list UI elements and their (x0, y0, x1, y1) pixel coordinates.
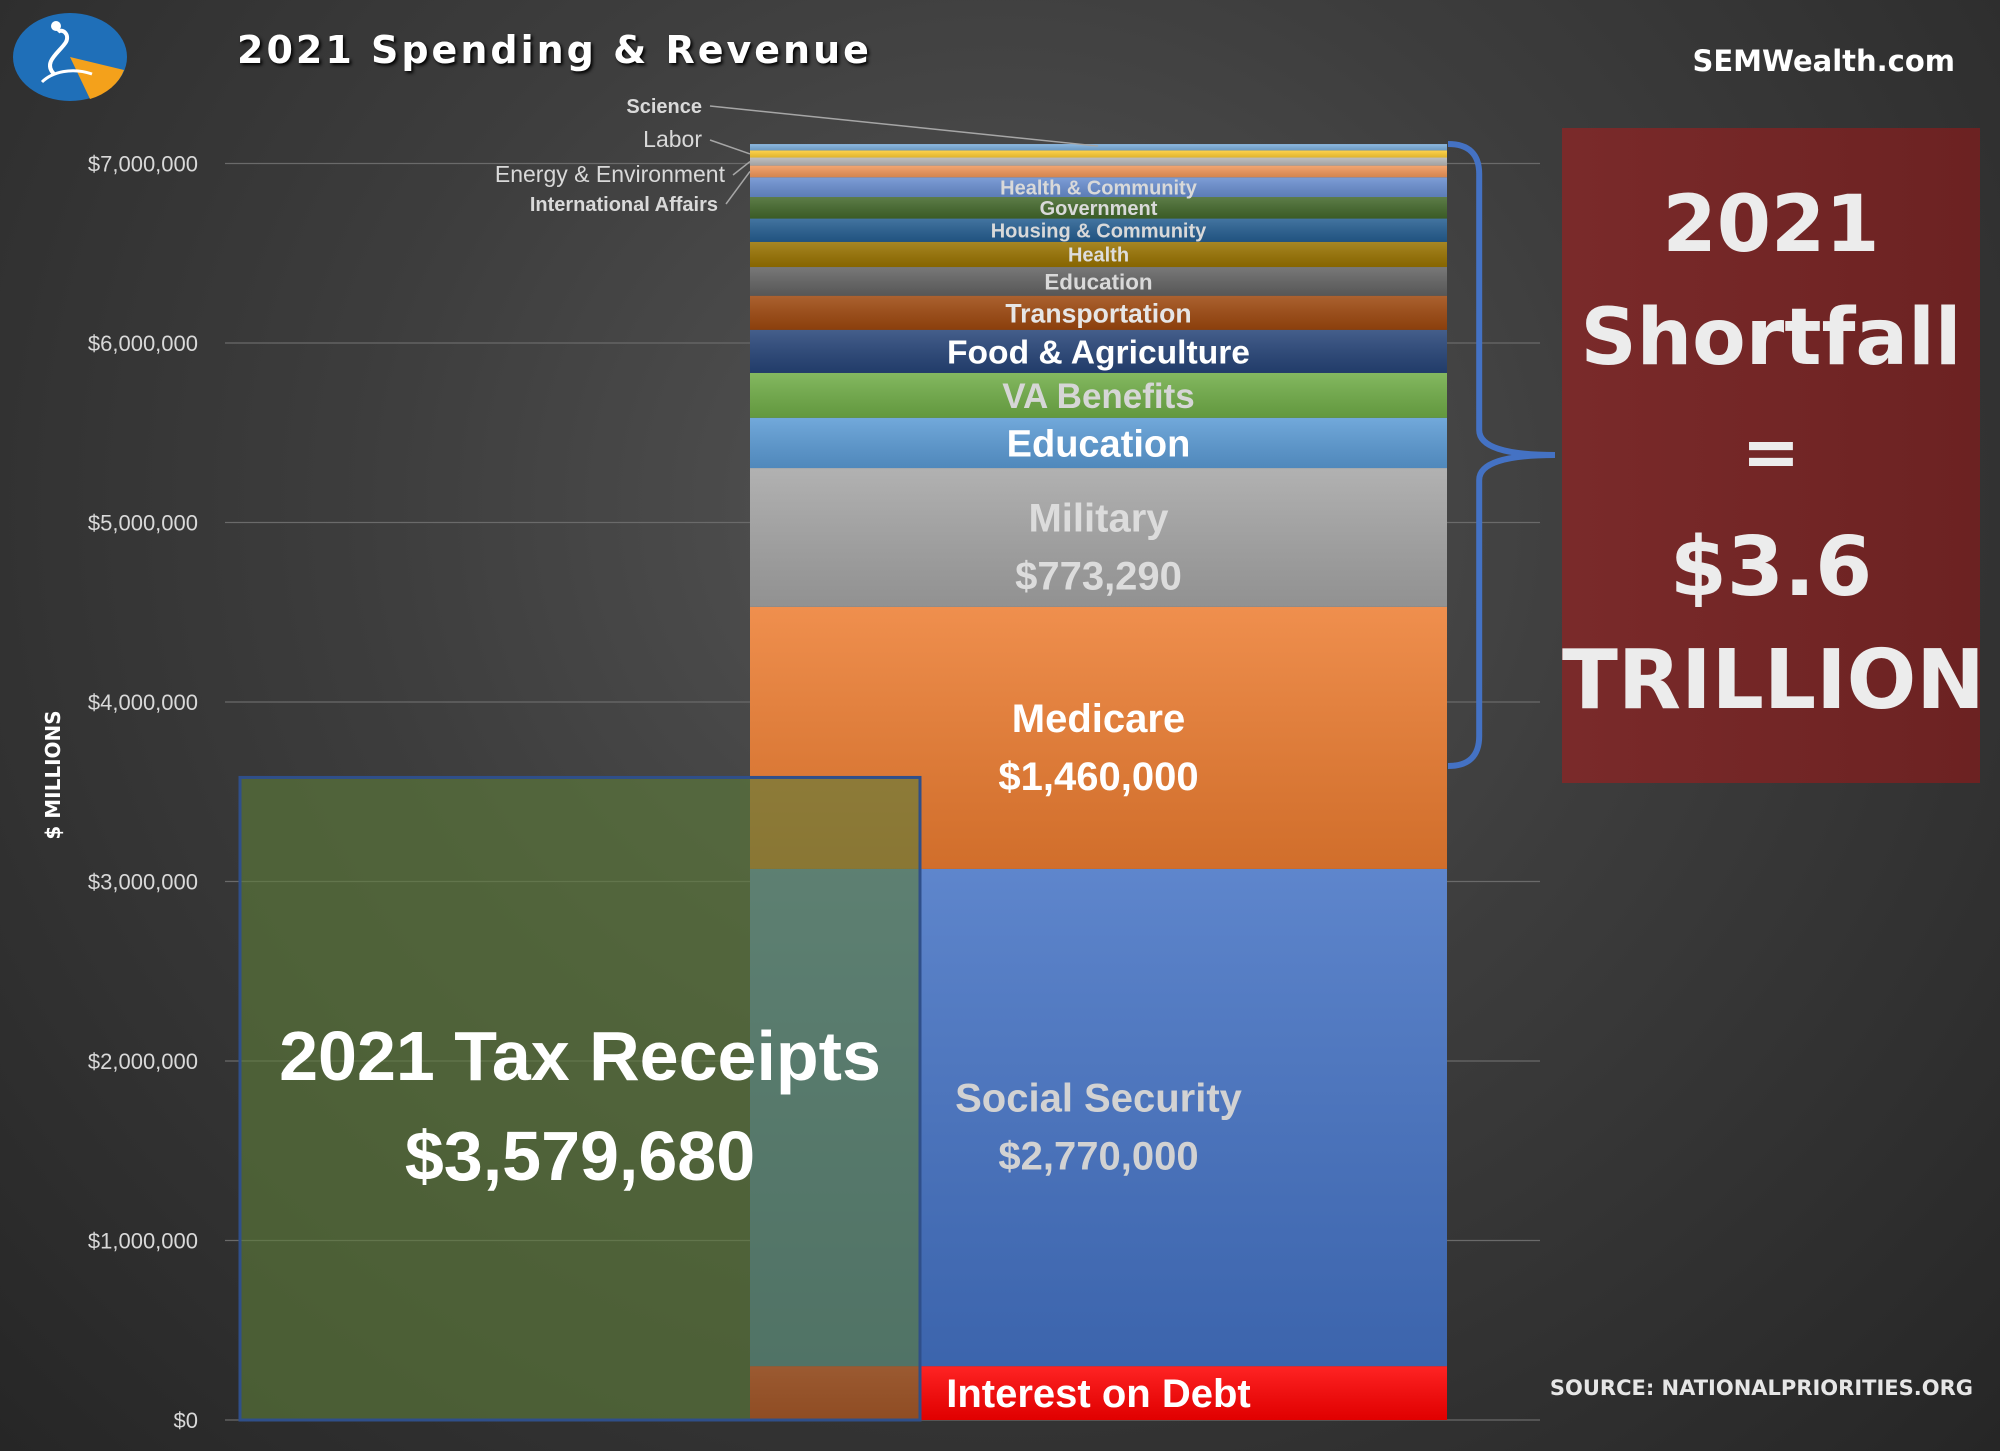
y-tick-label: $6,000,000 (88, 331, 198, 356)
leader-line (732, 160, 751, 176)
bar-segment-shade (750, 417, 1447, 469)
segment-value: $1,460,000 (998, 755, 1198, 799)
bar-segment-shade (750, 144, 1447, 151)
bar-segment-shade (750, 197, 1447, 219)
site-name: SEMWealth.com (1692, 44, 1955, 78)
bar-segment-shade (750, 218, 1447, 242)
chart-title: 2021 Spending & Revenue (237, 28, 872, 72)
segment-label: Education (1007, 424, 1191, 466)
tax-receipts-rect (238, 775, 922, 1422)
bar-segment-shade (750, 329, 1447, 373)
bar-segment-shade (750, 177, 1447, 198)
y-tick-label: $3,000,000 (88, 870, 198, 895)
segment-label: Health & Community (1000, 177, 1198, 199)
segment-label: VA Benefits (1002, 377, 1195, 416)
segment-label: Food & Agriculture (947, 334, 1250, 371)
leader-line (709, 105, 1099, 147)
segment-label: Transportation (1005, 298, 1191, 328)
bar-segment-shade (750, 372, 1447, 418)
y-tick-label: $7,000,000 (88, 152, 198, 177)
bar-segment-shade (750, 157, 1447, 166)
y-axis-ticks: $0 $1,000,000 $2,000,000 $3,000,000 $4,000,0… (88, 152, 198, 1434)
shortfall-unit: TRILLION (1562, 633, 1985, 728)
leader-line (709, 139, 751, 155)
segment-label: Education (1044, 269, 1152, 294)
segment-label: Housing & Community (991, 220, 1207, 242)
shortfall-word: Shortfall (1580, 293, 1962, 383)
bar-segment-shade (750, 241, 1447, 268)
shortfall-year: 2021 (1662, 180, 1880, 270)
segment-label: Health (1068, 245, 1129, 267)
shortfall-brace (1447, 141, 1556, 769)
small-segment-label: Labor (643, 126, 702, 152)
bar-segment-shade (750, 295, 1447, 330)
shortfall-equals: = (1741, 411, 1801, 493)
shortfall-amount: $3.6 (1669, 520, 1873, 615)
small-segment-label: Energy & Environment (495, 161, 726, 187)
small-category-labels: International Affairs Energy & Environmen… (495, 96, 1099, 216)
bar-segment-shade (750, 165, 1447, 178)
small-segment-label: Science (626, 96, 702, 118)
shortfall-callout: 2021 Shortfall = $3.6 TRILLION (1562, 128, 1985, 783)
leader-line (725, 170, 751, 205)
y-axis-title: $ MILLIONS (41, 710, 65, 839)
spending-labels: Interest on Debt Social Security $2,770,00… (946, 177, 1250, 1416)
segment-label: Military (1028, 496, 1169, 540)
small-segment-label: International Affairs (530, 194, 718, 216)
segment-label: Interest on Debt (946, 1372, 1250, 1416)
segment-label: Government (1040, 198, 1158, 220)
bar-segment-shade (750, 468, 1447, 607)
y-tick-label: $2,000,000 (88, 1049, 198, 1074)
segment-value: $2,770,000 (998, 1135, 1198, 1179)
segment-value: $773,290 (1015, 554, 1182, 598)
y-tick-label: $5,000,000 (88, 511, 198, 536)
y-tick-label: $0 (174, 1408, 198, 1433)
segment-label: Social Security (955, 1077, 1243, 1121)
bar-segment-shade (750, 150, 1447, 158)
receipts-label: 2021 Tax Receipts (279, 1017, 881, 1095)
semwealth-logo (13, 13, 127, 101)
y-tick-label: $4,000,000 (88, 690, 198, 715)
receipts-value: $3,579,680 (405, 1117, 755, 1195)
y-tick-label: $1,000,000 (88, 1229, 198, 1254)
bar-segment-shade (750, 267, 1447, 296)
tax-receipts-bar: 2021 Tax Receipts $3,579,680 (238, 775, 922, 1422)
segment-label: Medicare (1012, 697, 1185, 741)
source-note: SOURCE: NATIONALPRIORITIES.ORG (1549, 1376, 1973, 1400)
curly-brace (1447, 141, 1556, 769)
